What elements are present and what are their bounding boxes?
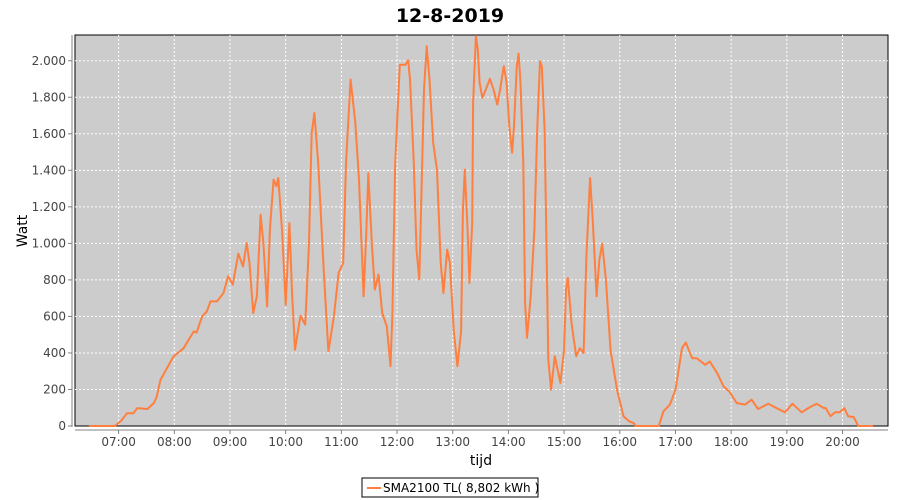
x-tick-label: 20:00	[825, 435, 860, 449]
x-tick-label: 09:00	[213, 435, 248, 449]
x-tick-label: 13:00	[435, 435, 470, 449]
y-tick-label: 400	[43, 346, 66, 360]
x-tick-label: 12:00	[380, 435, 415, 449]
y-axis-label: Watt	[15, 214, 31, 247]
y-tick-label: 1.800	[32, 90, 66, 104]
legend: SMA2100 TL( 8,802 kWh )	[361, 477, 539, 498]
legend-box	[361, 477, 539, 498]
chart-title: 12-8-2019	[396, 5, 504, 27]
series-line	[88, 35, 874, 427]
x-tick-label: 10:00	[268, 435, 303, 449]
x-tick-label: 08:00	[157, 435, 192, 449]
plot-area	[74, 34, 889, 427]
legend-label: SMA2100 TL( 8,802 kWh )	[383, 481, 539, 495]
y-tick-label: 1.000	[32, 236, 66, 250]
x-tick-label: 19:00	[770, 435, 805, 449]
y-tick-label: 1.200	[32, 200, 66, 214]
y-tick-label: 2.000	[32, 54, 66, 68]
x-tick-label: 17:00	[658, 435, 693, 449]
y-tick-label: 0	[58, 419, 66, 433]
x-tick-label: 14:00	[491, 435, 526, 449]
y-tick-label: 1.600	[32, 127, 66, 141]
y-axis: 0 200 400 600 800 1.000 1.200 1.400 1.600 1.800 2.…	[32, 35, 73, 433]
x-tick-label: 16:00	[602, 435, 637, 449]
y-tick-label: 600	[43, 309, 66, 323]
x-tick-label: 07:00	[101, 435, 136, 449]
x-axis: 07:00 08:00 09:00 10:00 11:00 12:00 13:00 14:00…	[75, 429, 888, 449]
y-tick-label: 200	[43, 382, 66, 396]
x-tick-label: 18:00	[714, 435, 749, 449]
x-tick-label: 11:00	[324, 435, 359, 449]
y-tick-label: 800	[43, 273, 66, 287]
x-axis-label: tijd	[470, 453, 492, 469]
x-tick-label: 15:00	[547, 435, 582, 449]
y-tick-label: 1.400	[32, 163, 66, 177]
